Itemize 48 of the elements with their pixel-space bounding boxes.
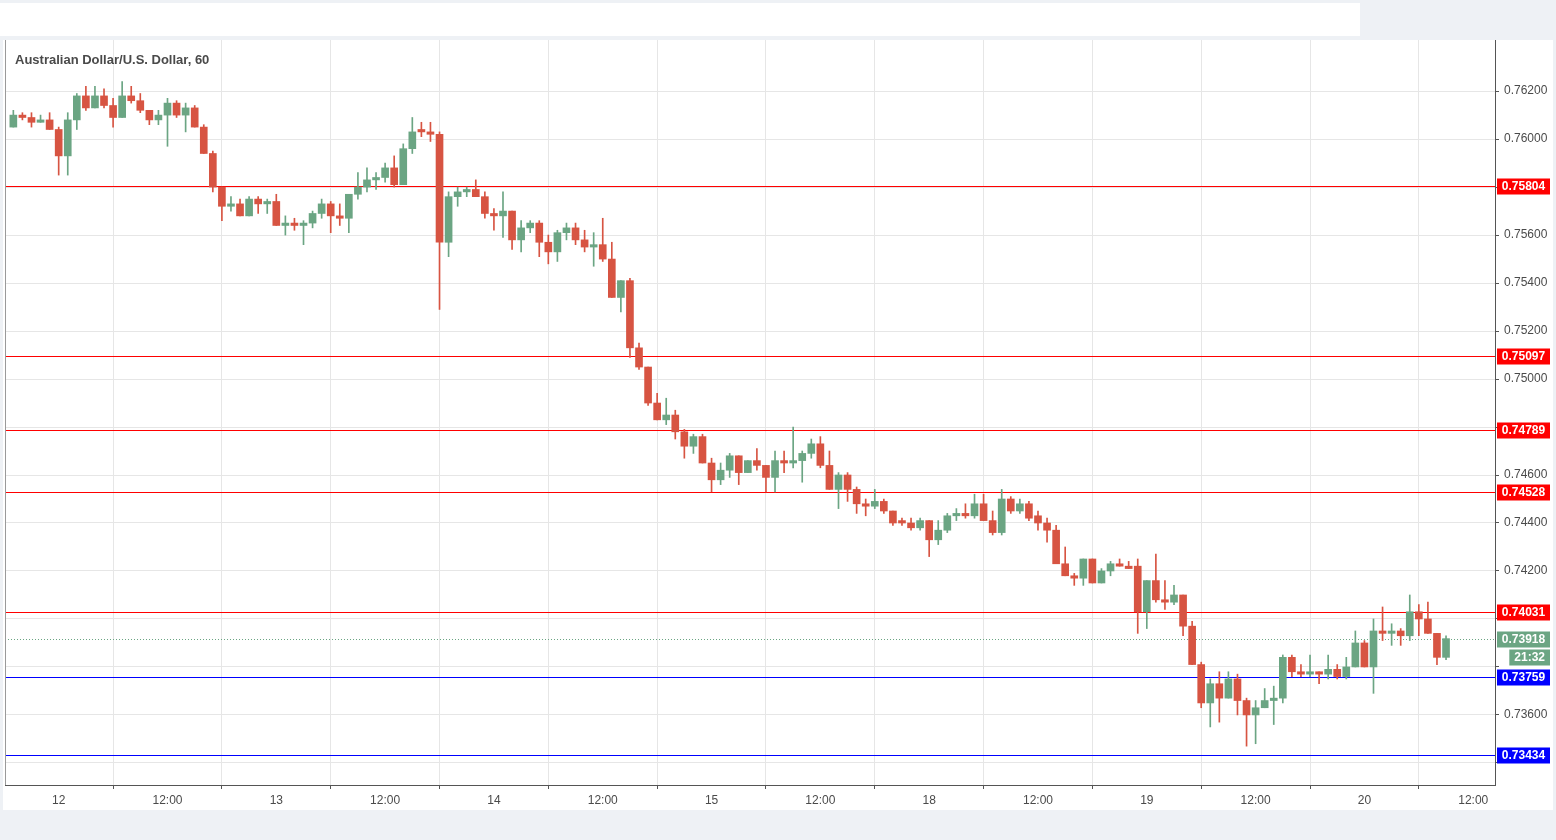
y-tick-label: 0.74200 bbox=[1504, 563, 1548, 578]
candlestick bbox=[499, 191, 507, 238]
candlestick bbox=[780, 450, 788, 473]
ref-line-label: 0.75097 bbox=[1501, 349, 1546, 364]
y-tick-label: 0.74600 bbox=[1504, 467, 1548, 482]
ref-line-label: 0.74789 bbox=[1501, 423, 1546, 438]
candlestick bbox=[1306, 654, 1314, 677]
ref-line-label: 0.73759 bbox=[1501, 670, 1546, 685]
x-tick-label: 12 bbox=[52, 792, 66, 807]
ref-line-label: 0.75804 bbox=[1501, 179, 1546, 194]
candlestick bbox=[1315, 671, 1323, 685]
ref-line-label: 0.74031 bbox=[1501, 605, 1546, 620]
x-tick-label: 15 bbox=[704, 792, 719, 807]
x-tick-label: 20 bbox=[1357, 792, 1372, 807]
x-tick-label: 12:00 bbox=[152, 792, 183, 807]
y-tick-label: 0.73600 bbox=[1504, 707, 1548, 722]
y-tick-label: 0.74400 bbox=[1504, 515, 1548, 530]
x-tick-label: 18 bbox=[922, 792, 937, 807]
candlestick bbox=[1324, 654, 1332, 680]
y-tick-label: 0.75600 bbox=[1504, 227, 1548, 242]
x-tick-label: 13 bbox=[269, 792, 284, 807]
text: Australian Dollar/U.S. Dollar, 60 bbox=[15, 51, 210, 67]
x-tick-label: 12:00 bbox=[587, 792, 619, 807]
candlestick bbox=[335, 203, 344, 226]
x-tick-label: 19 bbox=[1140, 792, 1154, 807]
y-tick-label: 0.75400 bbox=[1504, 275, 1548, 290]
candlestick bbox=[254, 196, 262, 214]
x-tick-label: 12:00 bbox=[370, 792, 401, 807]
y-tick-label: 0.75200 bbox=[1504, 323, 1548, 338]
ref-line-label: 0.73434 bbox=[1501, 748, 1546, 763]
y-tick-label: 0.76000 bbox=[1504, 131, 1548, 146]
y-tick-label: 0.75000 bbox=[1504, 371, 1548, 386]
candlestick bbox=[662, 397, 671, 425]
x-tick-label: 12:00 bbox=[1022, 792, 1054, 807]
text: 21:32 bbox=[1514, 650, 1546, 665]
x-tick-label: 14 bbox=[487, 792, 501, 807]
x-tick-label: 12:00 bbox=[1458, 792, 1489, 807]
candlestick bbox=[589, 232, 598, 267]
x-tick-label: 12:00 bbox=[1240, 792, 1271, 807]
candlestick bbox=[1415, 604, 1423, 637]
candlestick bbox=[1396, 628, 1405, 646]
candlestick bbox=[861, 498, 870, 517]
candlestick bbox=[263, 198, 272, 214]
x-tick-label: 12:00 bbox=[805, 792, 836, 807]
ref-line-label: 0.73918 bbox=[1501, 632, 1546, 647]
ref-line-label: 0.74528 bbox=[1501, 485, 1546, 500]
candlestick bbox=[227, 196, 235, 212]
y-tick-label: 0.76200 bbox=[1504, 83, 1548, 98]
